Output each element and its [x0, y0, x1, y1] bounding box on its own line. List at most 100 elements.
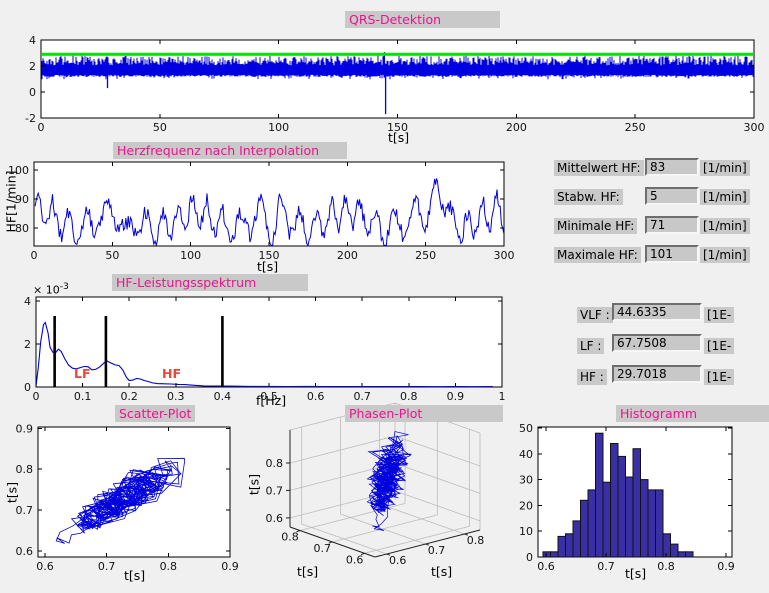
svg-text:80: 80: [15, 222, 29, 235]
spectrum-xlabel: f[Hz]: [256, 393, 287, 408]
svg-text:0: 0: [38, 121, 45, 134]
min-hf-unit: [1/min]: [700, 218, 750, 234]
svg-text:200: 200: [337, 249, 358, 262]
phase-zlabel: t[s]: [246, 473, 262, 496]
lf-label: LF :: [577, 338, 605, 354]
vlf-unit: [1E-: [704, 307, 735, 323]
phase-title: Phasen-Plot: [345, 405, 503, 422]
svg-text:0.2: 0.2: [120, 390, 138, 403]
hf-ylabel: HF[1/min]: [3, 170, 19, 233]
svg-text:0: 0: [31, 249, 38, 262]
svg-text:0.9: 0.9: [221, 560, 239, 573]
histogram-xlabel: t[s]: [625, 566, 647, 581]
hf-title: Herzfrequenz nach Interpolation: [113, 142, 347, 159]
svg-text:2: 2: [24, 338, 31, 351]
svg-text:300: 300: [744, 121, 765, 134]
svg-text:0.8: 0.8: [657, 560, 675, 573]
svg-text:0.8: 0.8: [266, 457, 284, 470]
svg-text:30: 30: [519, 474, 533, 487]
scatter-title: Scatter-Plot: [115, 405, 195, 422]
qrs-title: QRS-Detektion: [345, 11, 500, 28]
svg-text:50: 50: [105, 249, 119, 262]
svg-text:0.8: 0.8: [281, 531, 299, 544]
svg-text:0.6: 0.6: [307, 390, 325, 403]
phase-xlabel-right: t[s]: [431, 564, 453, 579]
svg-text:0.4: 0.4: [214, 390, 232, 403]
svg-text:0.7: 0.7: [428, 544, 446, 557]
scatter-plot: 0.6 0.7 0.8 0.9 0.6 0.7 0.8 0.9: [16, 422, 239, 573]
histogram-plot: 0.6 0.7 0.8 0.9 0 10 20 30 40 50: [519, 422, 735, 573]
svg-text:150: 150: [387, 121, 408, 134]
svg-text:300: 300: [494, 249, 515, 262]
max-hf-field[interactable]: [645, 245, 699, 263]
svg-text:1: 1: [499, 390, 506, 403]
hf-power-unit: [1E-: [704, 369, 735, 385]
svg-text:0.8: 0.8: [160, 560, 178, 573]
svg-text:150: 150: [259, 249, 280, 262]
mean-hf-field[interactable]: [645, 158, 699, 176]
sd-hf-unit: [1/min]: [700, 189, 750, 205]
svg-text:50: 50: [519, 422, 533, 435]
svg-text:0.6: 0.6: [16, 545, 34, 558]
svg-text:0.6: 0.6: [36, 560, 54, 573]
svg-text:0.8: 0.8: [400, 390, 418, 403]
lf-unit: [1E-: [704, 338, 735, 354]
lf-band-label: LF: [74, 366, 91, 381]
svg-text:200: 200: [506, 121, 527, 134]
svg-text:250: 250: [625, 121, 646, 134]
min-hf-label: Minimale HF:: [554, 218, 638, 234]
svg-text:0.7: 0.7: [353, 390, 371, 403]
hf-plot: 0 50 100 150 200 250 300 80 90 100: [8, 161, 515, 262]
histogram-title: Histogramm: [616, 405, 769, 422]
svg-text:50: 50: [153, 121, 167, 134]
svg-text:0.7: 0.7: [314, 542, 332, 555]
svg-text:20: 20: [519, 499, 533, 512]
vlf-field[interactable]: [612, 303, 702, 321]
svg-text:0.6: 0.6: [389, 554, 407, 567]
max-hf-unit: [1/min]: [700, 247, 750, 263]
scatter-xlabel: t[s]: [124, 568, 146, 583]
hf-band-label: HF: [162, 366, 182, 381]
spectrum-plot: 0 0.1 0.2 0.3 0.4 0.5 0.6 0.7 0.8 0.9 1 0 2 4: [24, 295, 506, 403]
svg-text:0.8: 0.8: [467, 534, 485, 547]
mean-hf-unit: [1/min]: [700, 160, 750, 176]
svg-text:0.7: 0.7: [98, 560, 116, 573]
svg-text:0.7: 0.7: [266, 484, 284, 497]
spectrum-y-multiplier: × 10-3: [33, 281, 69, 297]
svg-text:0: 0: [24, 381, 31, 394]
svg-text:2: 2: [29, 60, 36, 73]
svg-text:100: 100: [268, 121, 289, 134]
svg-text:4: 4: [29, 34, 36, 47]
svg-text:0.9: 0.9: [447, 390, 465, 403]
svg-text:0.3: 0.3: [167, 390, 185, 403]
phase-plot: 0.6 0.7 0.8 0.6 0.7 0.8 0.6 0.7 0.8: [266, 402, 485, 567]
min-hf-field[interactable]: [645, 216, 699, 234]
hf-power-field[interactable]: [612, 365, 702, 383]
lf-field[interactable]: [612, 334, 702, 352]
hf-xlabel: t[s]: [257, 259, 279, 274]
svg-text:0.5: 0.5: [260, 390, 278, 403]
max-hf-label: Maximale HF:: [554, 247, 641, 263]
svg-text:0.7: 0.7: [16, 504, 34, 517]
svg-text:250: 250: [415, 249, 436, 262]
svg-text:0.8: 0.8: [16, 463, 34, 476]
svg-text:0.7: 0.7: [597, 560, 615, 573]
svg-text:90: 90: [15, 193, 29, 206]
svg-text:4: 4: [24, 295, 31, 308]
svg-text:100: 100: [180, 249, 201, 262]
svg-text:100: 100: [8, 164, 29, 177]
vlf-label: VLF :: [577, 307, 613, 323]
svg-text:10: 10: [519, 525, 533, 538]
scatter-ylabel: t[s]: [4, 481, 20, 504]
svg-text:0.1: 0.1: [74, 390, 92, 403]
svg-text:0: 0: [33, 390, 40, 403]
spectrum-title: HF-Leistungsspektrum: [112, 274, 308, 291]
svg-text:0: 0: [29, 86, 36, 99]
svg-text:0.9: 0.9: [717, 560, 735, 573]
sd-hf-field[interactable]: [645, 187, 699, 205]
svg-text:0.6: 0.6: [346, 553, 364, 566]
sd-hf-label: Stabw. HF:: [554, 189, 623, 205]
